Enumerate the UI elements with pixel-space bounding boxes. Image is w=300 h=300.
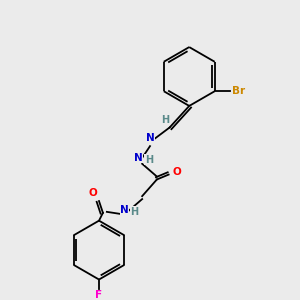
Text: H: H — [130, 207, 138, 217]
Text: F: F — [95, 290, 103, 300]
Text: N: N — [134, 153, 142, 163]
Text: N: N — [146, 133, 154, 143]
Text: N: N — [120, 205, 129, 215]
Text: H: H — [160, 115, 169, 125]
Text: O: O — [89, 188, 98, 198]
Text: O: O — [172, 167, 181, 177]
Text: H: H — [145, 155, 153, 165]
Text: Br: Br — [232, 86, 245, 96]
